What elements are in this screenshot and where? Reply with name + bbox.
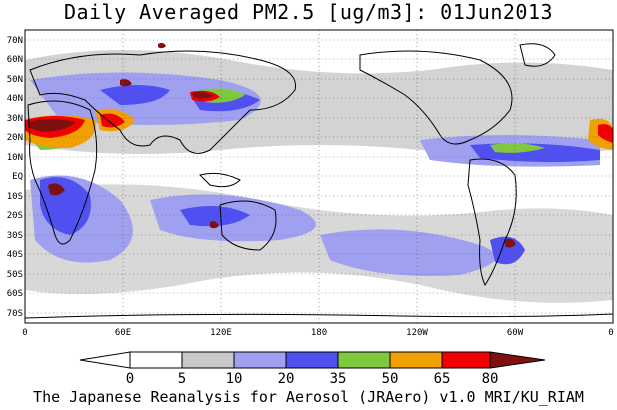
lat-label: 20N bbox=[7, 133, 23, 143]
colorbar-labels: 0 5 10 20 35 50 65 80 bbox=[126, 371, 499, 387]
colorbar-label: 35 bbox=[330, 371, 347, 387]
lon-label: 0 bbox=[22, 328, 27, 338]
colorbar-label: 5 bbox=[178, 371, 186, 387]
lat-label: 10S bbox=[7, 192, 23, 202]
colorbar-left-arrow bbox=[79, 351, 131, 369]
colorbar-label: 20 bbox=[278, 371, 295, 387]
lon-label: 180 bbox=[311, 328, 327, 338]
colorbar-swatch bbox=[337, 351, 391, 369]
longitude-labels: 0 60E 120E 180 120W 60W 0 bbox=[22, 328, 613, 338]
lat-label: 70N bbox=[7, 36, 23, 46]
lon-label: 0 bbox=[608, 328, 613, 338]
lat-label: 60N bbox=[7, 55, 23, 65]
lat-label: EQ bbox=[12, 172, 23, 182]
lat-label: 60S bbox=[7, 289, 23, 299]
colorbar-right-arrow bbox=[489, 351, 546, 369]
footer-credit: The Japanese Reanalysis for Aerosol (JRA… bbox=[33, 388, 584, 406]
colorbar-swatch bbox=[233, 351, 287, 369]
lat-label: 40S bbox=[7, 250, 23, 260]
lon-label: 120W bbox=[406, 328, 428, 338]
colorbar bbox=[79, 351, 546, 369]
map-title: Daily Averaged PM2.5 [ug/m3]: 01Jun2013 bbox=[63, 0, 554, 24]
colorbar-swatch bbox=[441, 351, 491, 369]
lat-label: 10N bbox=[7, 153, 23, 163]
colorbar-label: 65 bbox=[434, 371, 451, 387]
colorbar-label: 50 bbox=[382, 371, 399, 387]
colorbar-swatch bbox=[129, 351, 183, 369]
colorbar-swatch bbox=[181, 351, 235, 369]
colorbar-swatch bbox=[285, 351, 339, 369]
lat-label: 70S bbox=[7, 309, 23, 319]
latitude-labels: 70N 60N 50N 40N 30N 20N 10N EQ 10S 20S 3… bbox=[7, 36, 23, 319]
lon-label: 120E bbox=[210, 328, 232, 338]
colorbar-swatch bbox=[389, 351, 443, 369]
map-frame bbox=[24, 29, 614, 324]
grid-lines bbox=[25, 30, 613, 323]
lat-label: 50S bbox=[7, 270, 23, 280]
lat-label: 30N bbox=[7, 114, 23, 124]
colorbar-label: 80 bbox=[482, 371, 499, 387]
colorbar-label: 0 bbox=[126, 371, 134, 387]
lon-label: 60E bbox=[115, 328, 131, 338]
lon-label: 60W bbox=[507, 328, 524, 338]
lat-label: 40N bbox=[7, 94, 23, 104]
coastlines bbox=[24, 43, 614, 319]
lat-label: 20S bbox=[7, 211, 23, 221]
lat-label: 30S bbox=[7, 231, 23, 241]
colorbar-label: 10 bbox=[226, 371, 243, 387]
lat-label: 50N bbox=[7, 75, 23, 85]
